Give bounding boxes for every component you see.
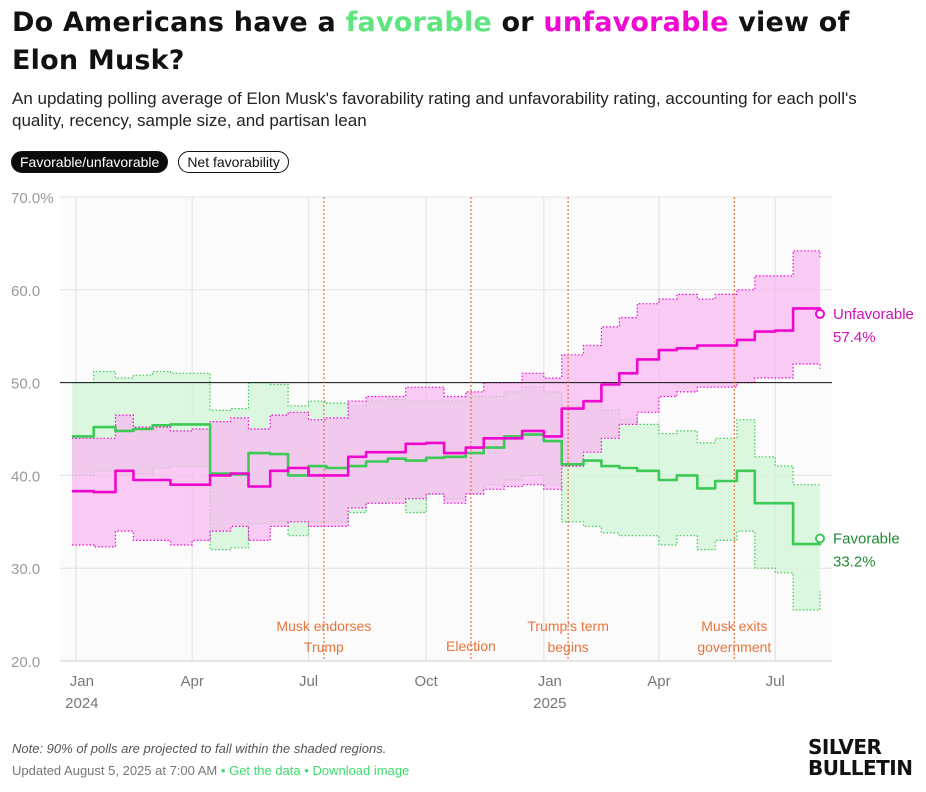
- favorable-line-end-marker: [815, 533, 825, 544]
- get-data-link[interactable]: Get the data: [229, 763, 301, 778]
- event-label: Trump's term: [527, 618, 609, 634]
- toggle-net-favorability[interactable]: Net favorability: [178, 151, 289, 173]
- view-toggle-group: Favorable/unfavorable Net favorability: [11, 151, 289, 173]
- title-unfavorable-word: unfavorable: [543, 7, 729, 38]
- x-tick-label: Jul: [299, 673, 318, 690]
- event-label: Musk exits: [701, 618, 767, 634]
- x-tick-label: Jul: [766, 673, 785, 690]
- unfavorable-line-end-marker: [815, 308, 825, 319]
- y-tick-label: 20.0: [11, 654, 40, 671]
- chart-subtitle: An updating polling average of Elon Musk…: [12, 89, 857, 130]
- footer-line: Updated August 5, 2025 at 7:00 AM • Get …: [12, 763, 409, 778]
- unfavorable-label-value: 57.4%: [833, 329, 876, 346]
- x-tick-year-label: 2025: [533, 695, 566, 712]
- updated-timestamp: Updated August 5, 2025 at 7:00 AM: [12, 763, 218, 778]
- x-tick-label: Apr: [181, 673, 204, 690]
- title-favorable-word: favorable: [345, 7, 492, 38]
- logo-line-2: BULLETIN: [808, 756, 913, 780]
- chart-title: Do Americans have a favorable or unfavor…: [12, 4, 912, 80]
- y-tick-label: 40.0: [11, 468, 40, 485]
- title-part-3: view of Elon Musk?: [12, 7, 850, 76]
- favorable-band-lower-edge: [72, 465, 821, 611]
- favorability-chart: 20.0 30.0 40.0 50.0 60.0 70.0% Jan 2024 Apr Jul Oc…: [11, 190, 914, 712]
- footer-separator: •: [220, 763, 226, 778]
- x-tick-year-label: 2024: [65, 695, 98, 712]
- event-label-line-2: Trump: [304, 639, 344, 655]
- y-tick-label: 30.0: [11, 561, 40, 578]
- footer-separator: •: [304, 763, 309, 778]
- x-tick-label: Jan: [538, 673, 562, 690]
- logo-line-1: SILVER: [808, 735, 882, 759]
- y-tick-label: 60.0: [11, 283, 40, 300]
- x-tick-label: Jan: [70, 673, 94, 690]
- download-image-link[interactable]: Download image: [312, 763, 410, 778]
- title-part-2: or: [491, 7, 544, 38]
- toggle-favorable-unfavorable[interactable]: Favorable/unfavorable: [11, 151, 169, 173]
- event-label-line-2: government: [697, 639, 771, 655]
- unfavorable-line: [72, 307, 822, 494]
- event-label-line-2: begins: [547, 639, 588, 655]
- x-tick-label: Apr: [647, 673, 670, 690]
- unfavorable-label-name: Unfavorable: [833, 306, 914, 323]
- event-label: Election: [446, 638, 496, 654]
- favorable-line: [72, 423, 822, 546]
- unfavorable-band-lower-edge: [72, 363, 821, 548]
- silver-bulletin-logo: SILVER BULLETIN: [808, 737, 923, 779]
- favorable-label-name: Favorable: [833, 531, 900, 548]
- shaded-region-note: Note: 90% of polls are projected to fall…: [12, 741, 387, 756]
- unfavorable-band-upper-edge: [72, 250, 821, 439]
- event-label: Musk endorses: [276, 618, 371, 634]
- favorable-label-value: 33.2%: [833, 554, 876, 571]
- unfavorable-band: [72, 250, 820, 547]
- y-tick-label: 50.0: [11, 376, 40, 393]
- y-tick-label: 70.0%: [11, 190, 54, 207]
- x-tick-label: Oct: [415, 673, 439, 690]
- title-part-1: Do Americans have a: [12, 7, 346, 38]
